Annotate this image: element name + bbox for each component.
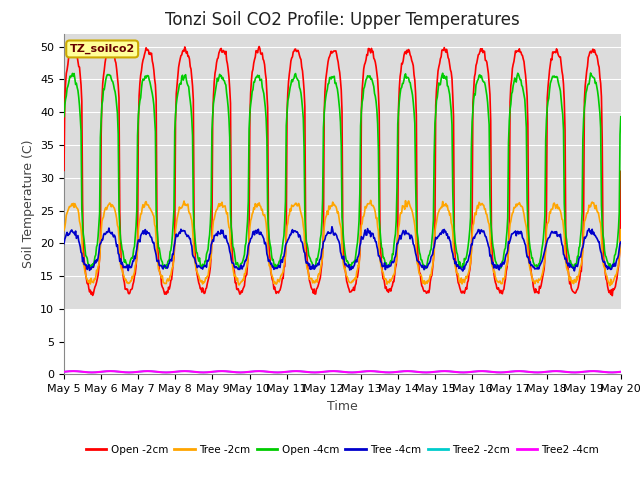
- Tree2 -2cm: [428, 369, 435, 375]
- Tree -2cm: [214, 206, 221, 212]
- Open -2cm: [609, 293, 616, 299]
- Open -4cm: [410, 108, 418, 114]
- Tree -4cm: [617, 239, 625, 245]
- Open -4cm: [607, 266, 614, 272]
- Tree -4cm: [70, 229, 78, 235]
- Open -2cm: [214, 56, 221, 62]
- Tree -4cm: [60, 240, 68, 246]
- Tree2 -2cm: [60, 369, 68, 375]
- Tree2 -4cm: [60, 369, 68, 375]
- Open -4cm: [60, 114, 68, 120]
- Tree2 -4cm: [71, 368, 79, 374]
- Tree2 -4cm: [185, 368, 193, 374]
- Title: Tonzi Soil CO2 Profile: Upper Temperatures: Tonzi Soil CO2 Profile: Upper Temperatur…: [165, 11, 520, 29]
- Tree -4cm: [328, 224, 336, 229]
- Tree -2cm: [70, 204, 78, 210]
- Line: Open -2cm: Open -2cm: [64, 47, 621, 296]
- Tree2 -2cm: [128, 370, 136, 375]
- Text: TZ_soilco2: TZ_soilco2: [70, 44, 135, 54]
- Tree -2cm: [60, 228, 68, 233]
- Tree2 -2cm: [71, 368, 79, 374]
- Open -2cm: [255, 44, 263, 49]
- Bar: [64, 309, 621, 374]
- Tree2 -4cm: [607, 370, 615, 375]
- Tree -2cm: [606, 283, 614, 288]
- Tree2 -2cm: [411, 369, 419, 374]
- Tree -2cm: [184, 201, 192, 207]
- Tree2 -2cm: [185, 368, 193, 374]
- Open -4cm: [127, 255, 135, 261]
- Tree -4cm: [459, 268, 467, 274]
- Open -2cm: [411, 77, 419, 83]
- Open -4cm: [214, 75, 221, 81]
- Tree2 -4cm: [617, 369, 625, 375]
- Tree -2cm: [367, 197, 374, 203]
- Tree -2cm: [411, 223, 419, 228]
- Open -4cm: [184, 83, 192, 88]
- Open -4cm: [70, 71, 78, 76]
- Tree -4cm: [184, 232, 192, 238]
- Tree2 -2cm: [617, 369, 625, 375]
- Line: Tree -2cm: Tree -2cm: [64, 200, 621, 286]
- Open -2cm: [127, 287, 135, 292]
- Y-axis label: Soil Temperature (C): Soil Temperature (C): [22, 140, 35, 268]
- Tree2 -4cm: [214, 368, 222, 374]
- Tree2 -2cm: [70, 368, 77, 374]
- Open -2cm: [617, 168, 625, 174]
- Tree -2cm: [428, 273, 435, 278]
- Tree -4cm: [411, 246, 419, 252]
- Line: Tree2 -2cm: Tree2 -2cm: [64, 371, 621, 372]
- Open -2cm: [70, 50, 78, 56]
- Tree2 -2cm: [214, 368, 222, 374]
- Tree -2cm: [127, 278, 135, 284]
- Tree2 -2cm: [607, 370, 615, 375]
- Open -2cm: [184, 53, 192, 59]
- Open -4cm: [587, 70, 595, 76]
- Line: Tree -4cm: Tree -4cm: [64, 227, 621, 271]
- Tree2 -4cm: [411, 369, 419, 374]
- Tree -4cm: [428, 254, 435, 260]
- Line: Tree2 -4cm: Tree2 -4cm: [64, 371, 621, 372]
- Tree -4cm: [127, 264, 135, 270]
- Line: Open -4cm: Open -4cm: [64, 73, 621, 269]
- Open -4cm: [426, 248, 434, 253]
- Open -4cm: [617, 114, 625, 120]
- Tree -4cm: [214, 233, 221, 239]
- X-axis label: Time: Time: [327, 400, 358, 413]
- Open -2cm: [60, 168, 68, 173]
- Tree2 -4cm: [128, 370, 136, 375]
- Tree2 -4cm: [70, 368, 77, 374]
- Legend: Open -2cm, Tree -2cm, Open -4cm, Tree -4cm, Tree2 -2cm, Tree2 -4cm: Open -2cm, Tree -2cm, Open -4cm, Tree -4…: [81, 441, 604, 459]
- Open -2cm: [428, 274, 435, 280]
- Tree -2cm: [617, 227, 625, 233]
- Tree2 -4cm: [428, 369, 435, 375]
